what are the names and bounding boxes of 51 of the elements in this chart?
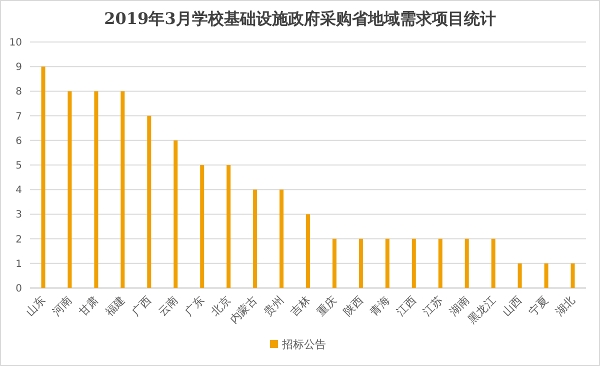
bar [491, 238, 496, 288]
bar [438, 238, 442, 288]
x-tick-label: 河南 [50, 294, 75, 318]
bar [41, 66, 46, 288]
x-tick-label: 福建 [102, 294, 128, 318]
bar [120, 91, 125, 288]
bar [94, 91, 98, 288]
x-tick-label: 吉林 [288, 294, 313, 318]
bar [385, 238, 390, 288]
bar [358, 238, 363, 288]
y-tick-label: 10 [9, 38, 22, 48]
bar [306, 214, 310, 288]
bar [544, 263, 548, 288]
x-tick-label: 山东 [23, 294, 48, 318]
x-tick-label: 广东 [182, 294, 207, 318]
bar [280, 190, 284, 288]
y-tick-label: 6 [16, 136, 22, 147]
x-tick-label: 宁夏 [526, 294, 552, 318]
bar [174, 140, 178, 288]
y-tick-label: 4 [16, 185, 22, 196]
y-tick-label: 7 [16, 111, 22, 122]
bar [332, 238, 336, 288]
x-tick-label: 贵州 [262, 294, 286, 318]
x-tick-label: 云南 [156, 294, 180, 318]
y-tick-label: 3 [16, 210, 22, 221]
y-tick-label: 0 [16, 284, 22, 294]
bar [570, 263, 575, 288]
x-tick-label: 青海 [368, 294, 392, 318]
bar [464, 238, 469, 288]
x-tick-label: 湖北 [552, 294, 578, 318]
y-tick-label: 1 [16, 258, 22, 270]
y-tick-label: 9 [16, 62, 22, 74]
y-tick-label: 2 [16, 234, 22, 246]
x-tick-label: 广西 [129, 294, 154, 318]
y-tick-label: 8 [16, 86, 22, 98]
bar [412, 238, 416, 288]
x-tick-label: 甘肃 [76, 294, 102, 318]
bar [518, 263, 522, 288]
bar [68, 91, 72, 288]
x-tick-label: 重庆 [314, 294, 340, 318]
bar [200, 165, 204, 288]
chart-title: 2019年3月学校基础设施政府采购省地域需求项目统计 [104, 9, 496, 28]
legend-label: 招标公告 [281, 338, 326, 351]
x-tick-label: 江苏 [420, 294, 446, 318]
x-tick-label: 陕西 [341, 294, 366, 318]
bar [253, 190, 258, 288]
bar [226, 165, 231, 288]
bar [147, 116, 152, 288]
x-tick-label: 江西 [394, 294, 419, 318]
y-tick-label: 5 [16, 160, 22, 172]
x-tick-label: 山西 [500, 294, 525, 318]
